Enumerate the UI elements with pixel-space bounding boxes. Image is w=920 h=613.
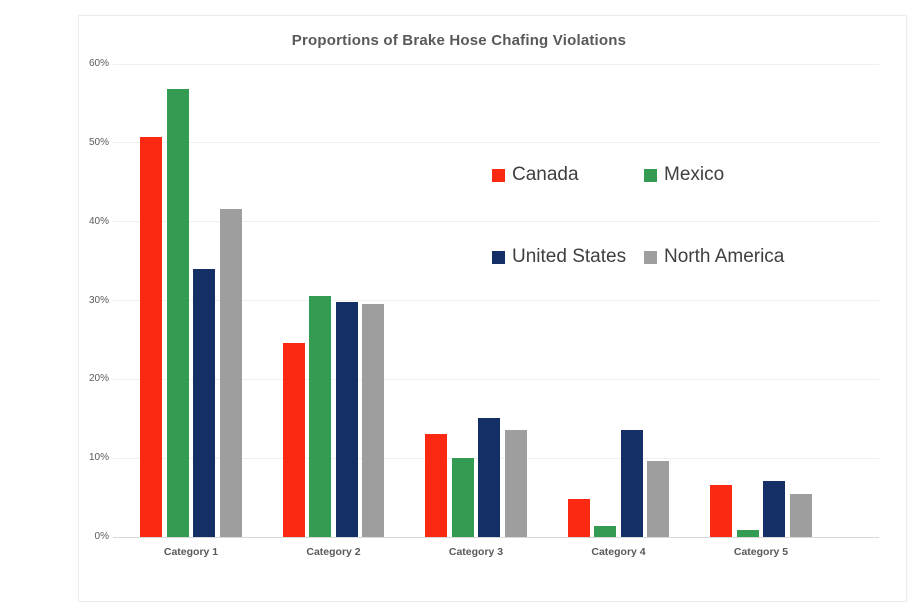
legend-entry: North America <box>644 246 784 268</box>
legend-label: North America <box>664 246 785 267</box>
bar-united-states <box>478 417 501 537</box>
bar-canada <box>282 343 305 537</box>
legend: Canada Mexico United States North America <box>492 164 784 268</box>
gridline <box>113 142 879 144</box>
y-axis-tick-label: 10% <box>88 452 109 464</box>
legend-label: Mexico <box>664 164 725 185</box>
legend-entry: Mexico <box>644 164 784 186</box>
bar-mexico <box>166 89 189 537</box>
gridline <box>113 63 879 65</box>
gridline <box>113 536 879 538</box>
chart-card: Proportions of Brake Hose Chafing Violat… <box>78 15 907 602</box>
y-axis-tick-label: 60% <box>88 58 109 69</box>
bar-united-states <box>335 302 358 537</box>
y-axis-tick-label: 30% <box>88 294 109 306</box>
y-axis-tick-label: 50% <box>88 136 109 148</box>
gridline <box>113 378 879 380</box>
bar-mexico <box>736 529 759 537</box>
legend-swatch-icon <box>492 250 505 264</box>
bar-united-states <box>763 481 786 537</box>
legend-swatch-icon <box>644 168 657 182</box>
bar-north-america <box>789 493 812 537</box>
bar-canada <box>567 499 590 537</box>
bar-united-states <box>620 429 643 537</box>
bar-canada <box>425 433 448 537</box>
legend-entry: Canada <box>492 164 644 186</box>
gridline <box>113 221 879 223</box>
bar-north-america <box>647 461 670 537</box>
plot-area: 0% 10% 20% 30% 40% 50% 60% Category 1 Category 2… <box>89 59 879 558</box>
legend-swatch-icon <box>644 250 657 264</box>
bar-north-america <box>219 209 242 537</box>
bar-canada <box>140 136 163 537</box>
y-axis-tick-label: 0% <box>94 531 109 542</box>
legend-swatch-icon <box>492 168 505 182</box>
x-axis-category-label: Category 5 <box>733 546 789 558</box>
x-axis-category-label: Category 3 <box>448 546 504 558</box>
bar-mexico <box>594 525 617 537</box>
x-axis-category-label: Category 4 <box>591 546 646 558</box>
x-axis-category-label: Category 2 <box>306 546 361 558</box>
bar-united-states <box>193 268 216 537</box>
legend-label: United States <box>512 246 627 267</box>
x-axis-category-label: Category 1 <box>163 546 219 558</box>
y-axis-tick-label: 20% <box>88 373 109 385</box>
bar-mexico <box>451 458 474 537</box>
bar-mexico <box>309 295 332 537</box>
gridline <box>113 300 879 301</box>
bar-north-america <box>362 303 385 537</box>
legend-entry: United States <box>492 246 644 268</box>
bar-canada <box>710 484 733 537</box>
chart-title: Proportions of Brake Hose Chafing Violat… <box>291 32 627 49</box>
y-axis-tick-label: 40% <box>88 215 109 227</box>
legend-label: Canada <box>512 164 579 185</box>
bar-north-america <box>504 429 527 537</box>
